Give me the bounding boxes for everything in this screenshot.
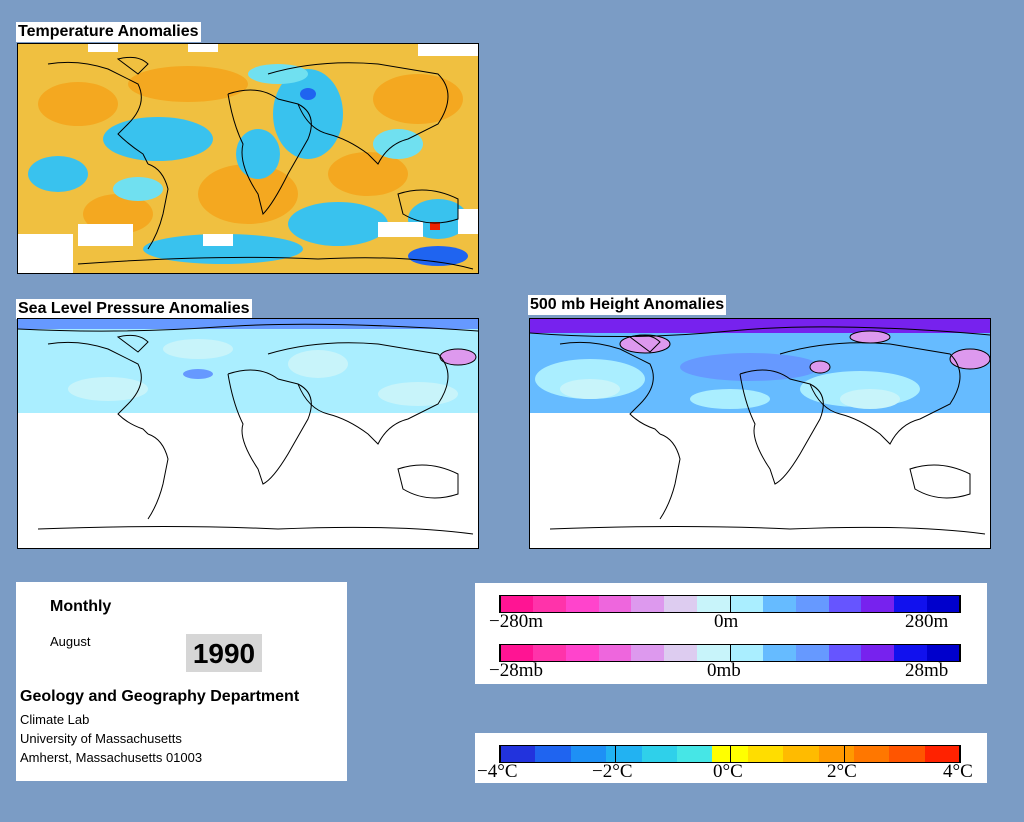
pressure-swatch-9 — [795, 645, 829, 661]
lab-label: Climate Lab — [20, 712, 90, 727]
temp-swatch-12 — [924, 746, 961, 762]
pressure-swatch-1 — [532, 645, 566, 661]
anomaly-legend: −280m 0m 280m −28mb 0mb 28mb — [475, 583, 987, 684]
department-label: Geology and Geography Department — [20, 688, 300, 705]
height-swatch-12 — [894, 596, 928, 612]
height-swatch-5 — [664, 596, 698, 612]
temp-tick-4 — [844, 745, 845, 763]
temp-swatch-8 — [783, 746, 819, 762]
temp-swatch-3 — [606, 746, 642, 762]
temp-swatch-9 — [818, 746, 854, 762]
pressure-swatch-13 — [927, 645, 961, 661]
height-swatch-2 — [565, 596, 599, 612]
period-label: Monthly — [50, 598, 112, 615]
info-panel: Monthly August 1990 Geology and Geograph… — [16, 582, 347, 781]
height-tick-mid — [730, 595, 731, 613]
pressure-tick-max — [959, 644, 960, 662]
temp-tick-3 — [730, 745, 731, 763]
pressure-swatch-0 — [500, 645, 533, 661]
pressure-swatch-10 — [828, 645, 862, 661]
pressure-swatch-3 — [598, 645, 632, 661]
temperature-title: Temperature Anomalies — [16, 22, 201, 42]
temp-swatch-11 — [889, 746, 925, 762]
height-swatch-1 — [532, 596, 566, 612]
pressure-max-label: 28mb — [905, 660, 949, 681]
temp-swatch-10 — [853, 746, 890, 762]
temp-swatch-1 — [535, 746, 571, 762]
temperature-map — [17, 43, 479, 274]
height-min-label: −280m — [489, 611, 543, 632]
temp-label-minus4: −4°C — [477, 761, 518, 782]
university-label: University of Massachusetts — [20, 731, 182, 746]
pressure-swatch-8 — [762, 645, 796, 661]
pressure-tick-mid — [730, 644, 731, 662]
temp-label-minus2: −2°C — [592, 761, 633, 782]
temp-label-4: 4°C — [943, 761, 973, 782]
height-swatch-10 — [828, 596, 862, 612]
slp-title: Sea Level Pressure Anomalies — [16, 299, 252, 319]
pressure-mid-label: 0mb — [707, 660, 741, 681]
temp-tick-2 — [615, 745, 616, 763]
pressure-swatch-5 — [664, 645, 698, 661]
temp-swatch-7 — [747, 746, 784, 762]
height-tick-max — [959, 595, 960, 613]
temp-swatch-2 — [570, 746, 607, 762]
year-display: 1990 — [186, 634, 262, 672]
pressure-min-label: −28mb — [489, 660, 543, 681]
height-title: 500 mb Height Anomalies — [528, 295, 727, 315]
temp-tick-5 — [959, 745, 960, 763]
height-max-label: 280m — [905, 611, 949, 632]
slp-map — [17, 318, 479, 549]
pressure-swatch-4 — [631, 645, 665, 661]
height-swatch-7 — [730, 596, 763, 612]
pressure-swatch-11 — [861, 645, 895, 661]
height-swatch-9 — [795, 596, 829, 612]
temperature-legend: −4°C −2°C 0°C 2°C 4°C — [475, 733, 987, 783]
temp-swatch-5 — [676, 746, 713, 762]
temp-swatch-4 — [641, 746, 677, 762]
height-swatch-8 — [762, 596, 796, 612]
temp-label-2: 2°C — [827, 761, 857, 782]
height-swatch-6 — [697, 596, 731, 612]
height-swatch-11 — [861, 596, 895, 612]
address-label: Amherst, Massachusetts 01003 — [20, 750, 203, 765]
temp-tick-1 — [500, 745, 501, 763]
pressure-swatch-7 — [730, 645, 763, 661]
height-swatch-0 — [500, 596, 533, 612]
height-swatch-4 — [631, 596, 665, 612]
pressure-swatch-12 — [894, 645, 928, 661]
height-swatch-13 — [927, 596, 961, 612]
pressure-tick-min — [500, 644, 501, 662]
temp-swatch-0 — [500, 746, 536, 762]
month-label: August — [50, 634, 91, 649]
pressure-swatch-6 — [697, 645, 731, 661]
height-swatch-3 — [598, 596, 632, 612]
pressure-swatch-2 — [565, 645, 599, 661]
height-mid-label: 0m — [714, 611, 739, 632]
temp-label-0: 0°C — [713, 761, 743, 782]
height-tick-min — [500, 595, 501, 613]
height-map — [529, 318, 991, 549]
